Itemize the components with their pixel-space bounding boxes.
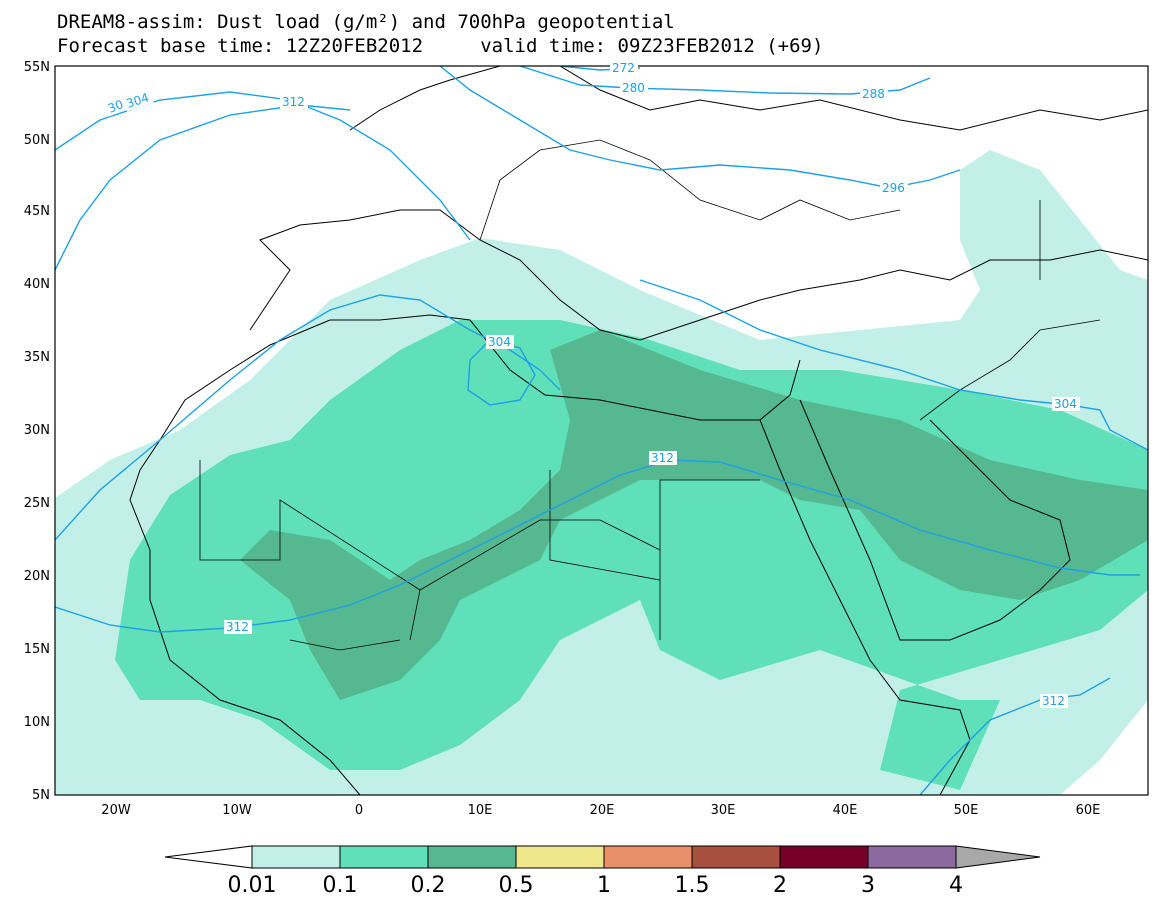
colorbar-label: 0.2 (411, 873, 446, 898)
lon-label: 20W (101, 803, 131, 818)
lat-label: 35N (24, 350, 50, 365)
coastline-north-europe (349, 66, 1148, 131)
lat-label: 55N (24, 60, 50, 75)
colorbar-label: 0.01 (228, 873, 277, 898)
colorbar-label: 3 (861, 873, 875, 898)
colorbar-label: 4 (949, 873, 963, 898)
lat-label: 15N (24, 642, 50, 657)
colorbar-label: 1.5 (675, 873, 710, 898)
coastline-red-sea-east-africa (759, 419, 971, 795)
lon-label: 40E (833, 803, 858, 818)
contour-line-h (639, 279, 1148, 451)
contour-label: 280 (622, 81, 645, 95)
lat-label: 20N (24, 569, 50, 584)
contour-label: 296 (882, 181, 905, 195)
contour-line-i (467, 339, 536, 406)
coastline-arabia (799, 399, 1071, 641)
colorbar-swatch (251, 845, 341, 869)
lon-label: 0 (355, 803, 363, 818)
colorbar: 0.01 0.1 0.2 0.5 1 1.5 2 3 4 (164, 845, 1041, 898)
lat-label: 5N (32, 788, 50, 803)
colorbar-swatch (867, 845, 957, 869)
lat-label: 10N (24, 715, 50, 730)
colorbar-label: 2 (773, 873, 787, 898)
colorbar-label: 1 (597, 873, 611, 898)
coastline-europe (249, 209, 1148, 341)
contour-label: 312 (282, 95, 305, 109)
contour-label: 304 (1054, 397, 1077, 411)
lon-label: 10E (468, 803, 493, 818)
lat-label: 50N (24, 133, 50, 148)
lon-label: 20E (590, 803, 615, 818)
colorbar-label: 0.5 (499, 873, 534, 898)
dust-shade-0-2 (240, 330, 1148, 700)
contour-label: 288 (862, 87, 885, 101)
colorbar-swatch (339, 845, 429, 869)
colorbar-swatch (691, 845, 781, 869)
contour-labels: 30 304 312 272 280 288 296 304 312 304 3… (104, 61, 1080, 708)
lat-label: 40N (24, 277, 50, 292)
colorbar-label: 0.1 (323, 873, 358, 898)
colorbar-swatch (779, 845, 869, 869)
map-subtitle: Forecast base time: 12Z20FEB2012 valid t… (57, 35, 824, 57)
colorbar-swatch (603, 845, 693, 869)
map-title: DREAM8-assim: Dust load (g/m²) and 700hP… (57, 11, 675, 33)
colorbar-swatch (427, 845, 517, 869)
colorbar-left-arrow (164, 845, 253, 869)
map-frame (54, 65, 1149, 796)
contour-label: 272 (612, 61, 635, 75)
contour-line-c (55, 294, 561, 541)
contour-label: 30 (106, 97, 125, 116)
contour-label: 304 (488, 335, 511, 349)
colorbar-right-arrow (955, 845, 1041, 869)
contour-label: 304 (125, 90, 151, 110)
contour-line-j (919, 677, 1111, 795)
lon-label: 30E (711, 803, 736, 818)
contour-label: 312 (226, 620, 249, 634)
lon-label: 50E (954, 803, 979, 818)
borders-europe-asia (479, 139, 1101, 421)
contour-line-f (519, 66, 931, 95)
coastline-west-africa (129, 469, 361, 795)
lat-label: 30N (24, 423, 50, 438)
lon-label: 10W (222, 803, 252, 818)
contour-label: 312 (1042, 694, 1065, 708)
lat-label: 45N (24, 204, 50, 219)
contour-label: 312 (651, 451, 674, 465)
lat-label: 25N (24, 496, 50, 511)
borders-africa (199, 460, 760, 651)
lon-label: 60E (1076, 803, 1101, 818)
coastline-north-africa (139, 314, 801, 471)
colorbar-swatch (515, 845, 605, 869)
lon-axis: 20W 10W 0 10E 20E 30E 40E 50E 60E (101, 803, 1100, 818)
lat-axis: 55N 50N 45N 40N 35N 30N 25N 20N 15N 10N … (24, 60, 50, 803)
